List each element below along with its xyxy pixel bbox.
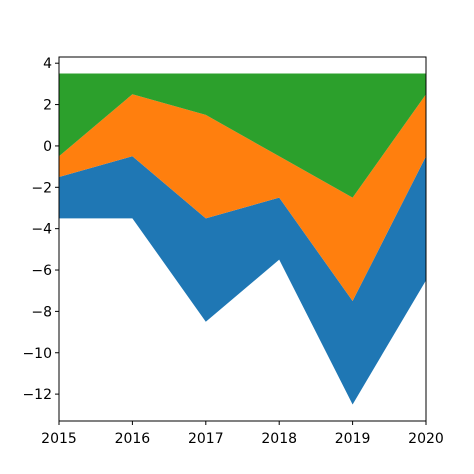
x-tick-label: 2015 <box>41 431 77 447</box>
y-tick-label: −10 <box>22 346 52 362</box>
x-tick-label: 2017 <box>188 431 224 447</box>
x-axis: 2015 2016 2017 2018 2019 2020 <box>41 421 444 447</box>
area-series-1 <box>59 156 426 405</box>
area-series-group <box>59 73 426 405</box>
x-tick-label: 2020 <box>408 431 444 447</box>
x-tick-label: 2019 <box>335 431 371 447</box>
y-tick-label: −12 <box>22 387 52 403</box>
y-tick-label: −2 <box>31 180 52 196</box>
y-tick-label: 2 <box>43 98 52 114</box>
y-tick-label: 4 <box>43 56 52 72</box>
y-axis: 4 2 0 −2 −4 −6 −8 −10 −12 <box>22 56 59 403</box>
area-series-2 <box>59 94 426 302</box>
y-tick-label: −8 <box>31 304 52 320</box>
y-tick-label: 0 <box>43 139 52 155</box>
x-tick-label: 2018 <box>261 431 297 447</box>
plot-frame <box>58 56 427 422</box>
x-tick-label: 2016 <box>115 431 151 447</box>
area-series-3 <box>59 73 426 198</box>
y-tick-label: −6 <box>31 263 52 279</box>
y-tick-label: −4 <box>31 222 52 238</box>
